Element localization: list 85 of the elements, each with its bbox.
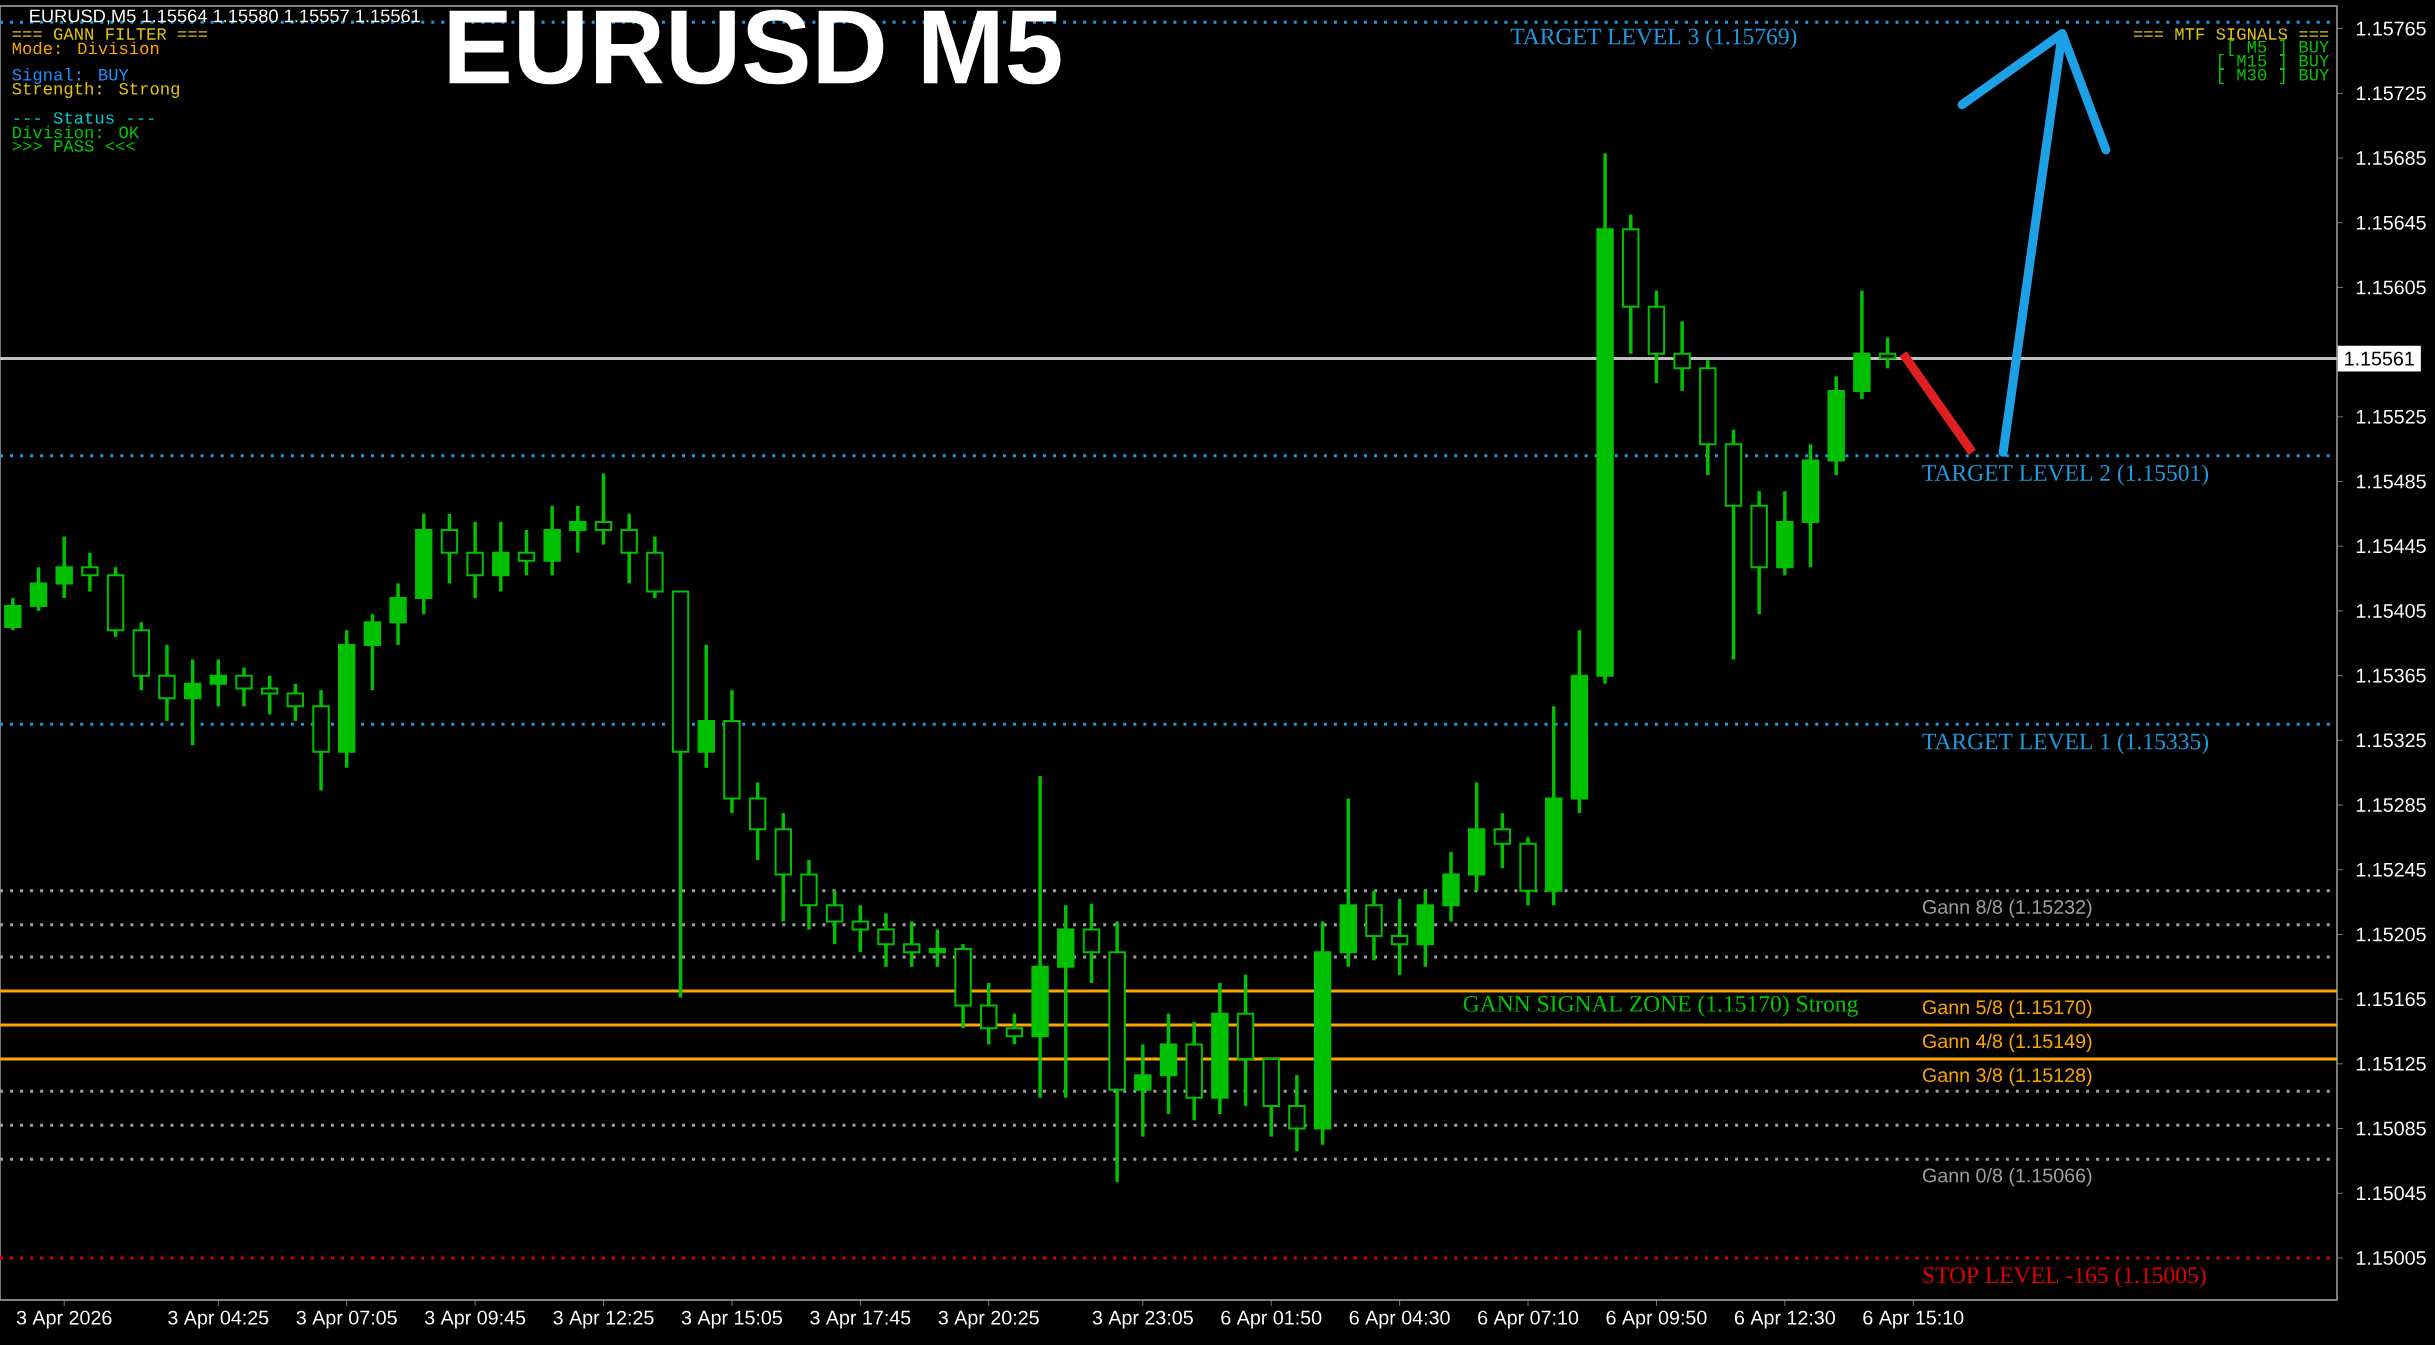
candlestick <box>4 597 22 631</box>
y-tick-label: 1.15685 <box>2356 151 2426 165</box>
annotation: EURUSD,M5 1.15564 1.15580 1.15557 1.15561 <box>30 9 420 25</box>
x-tick-label: 3 Apr 2026 <box>16 1310 112 1329</box>
y-tick-label: 1.15525 <box>2356 409 2426 424</box>
y-tick-label: 1.15245 <box>2356 862 2426 877</box>
chart-title: EURUSD M5 <box>449 9 1061 85</box>
x-tick-label: 3 Apr 07:05 <box>296 1310 397 1329</box>
annotation: >>> PASS <<< <box>12 140 135 152</box>
ref-line-label: Gann 4/8 (1.15149) <box>1922 1033 2092 1053</box>
x-tick-label: 6 Apr 07:10 <box>1478 1310 1579 1329</box>
candlestick <box>29 567 48 611</box>
candlestick <box>902 921 921 967</box>
annotation: Division: OK <box>13 125 140 139</box>
y-tick-label: 1.15365 <box>2356 668 2426 683</box>
x-tick-label: 3 Apr 15:05 <box>681 1310 782 1329</box>
x-tick-label: 6 Apr 01:50 <box>1221 1310 1322 1329</box>
ref-line-label: Gann 8/8 (1.15232) <box>1922 899 2092 918</box>
x-tick-label: 6 Apr 04:30 <box>1349 1310 1450 1329</box>
candlestick <box>1390 898 1409 975</box>
candlestick <box>517 530 536 576</box>
candlestick <box>440 512 459 584</box>
ref-line-label: TARGET LEVEL 3 (1.15769) <box>1510 27 1797 50</box>
ref-line-label: Gann 3/8 (1.15128) <box>1922 1067 2092 1087</box>
candlestick <box>81 552 99 592</box>
candlestick <box>928 929 947 967</box>
y-tick-label: 1.15605 <box>2356 280 2426 295</box>
ref-line-label: Gann 5/8 (1.15170) <box>1922 999 2092 1019</box>
candlestick <box>1288 1075 1306 1152</box>
ref-line-label: 1.15561 <box>2345 351 2414 366</box>
candlestick <box>1673 321 1691 391</box>
y-tick-label: 1.15325 <box>2356 733 2426 748</box>
candlestick <box>286 683 305 721</box>
annotation: --- Status --- <box>14 112 154 124</box>
candlestick <box>1082 903 1101 983</box>
x-tick-label: 3 Apr 23:05 <box>1092 1310 1193 1329</box>
candlestick <box>825 890 844 945</box>
x-tick-label: 6 Apr 15:10 <box>1863 1310 1964 1329</box>
y-tick-label: 1.15085 <box>2356 1121 2426 1136</box>
y-tick-label: 1.15005 <box>2356 1250 2426 1265</box>
x-tick-label: 3 Apr 12:25 <box>553 1310 654 1329</box>
annotation: Strength: Strong <box>12 81 180 99</box>
candlestick <box>569 505 587 553</box>
x-tick-label: 6 Apr 12:30 <box>1734 1310 1835 1329</box>
y-tick-label: 1.15645 <box>2356 215 2426 230</box>
x-tick-label: 3 Apr 20:25 <box>938 1310 1039 1329</box>
candlestick <box>877 913 895 967</box>
x-tick-label: 3 Apr 17:45 <box>810 1310 911 1329</box>
annotation: === MTF SIGNALS === <box>2133 28 2329 40</box>
annotation: Mode: Division <box>12 41 159 55</box>
candlestick <box>363 614 382 691</box>
y-tick-label: 1.15285 <box>2356 798 2426 812</box>
y-tick-label: 1.15125 <box>2356 1056 2426 1071</box>
ref-line-label: Gann 0/8 (1.15066) <box>1922 1167 2092 1187</box>
ref-line-label: STOP LEVEL -165 (1.15005) <box>1923 1266 2206 1288</box>
candlestick <box>235 667 253 707</box>
y-tick-label: 1.15765 <box>2356 21 2426 36</box>
ref-line-label: TARGET LEVEL 1 (1.15335) <box>1922 732 2209 755</box>
x-tick-label: 3 Apr 09:45 <box>425 1310 526 1329</box>
candlestick <box>1878 337 1897 369</box>
ref-line-label: TARGET LEVEL 2 (1.15501) <box>1922 464 2209 486</box>
candlestick <box>183 659 202 746</box>
candlestick <box>1493 813 1512 870</box>
annotation: GANN SIGNAL ZONE (1.15170) Strong <box>1463 995 1858 1017</box>
candlestick <box>209 659 227 707</box>
candlestick <box>980 981 998 1045</box>
annotation: === GANN FILTER === <box>12 28 208 40</box>
y-tick-label: 1.15485 <box>2356 474 2426 489</box>
candlestick <box>492 520 510 592</box>
x-tick-label: 3 Apr 04:25 <box>168 1310 269 1329</box>
candlestick <box>158 643 176 721</box>
candlestick <box>1134 1044 1152 1137</box>
candlestick <box>620 512 638 584</box>
y-tick-label: 1.15205 <box>2356 927 2426 942</box>
candlestick <box>594 473 613 545</box>
candlestick <box>55 536 73 598</box>
y-tick-label: 1.15445 <box>2356 539 2426 554</box>
candlestick <box>851 905 870 953</box>
candlestick <box>1005 1013 1024 1045</box>
y-tick-label: 1.15045 <box>2356 1186 2426 1201</box>
y-tick-label: 1.15165 <box>2356 992 2426 1007</box>
x-tick-label: 6 Apr 09:50 <box>1606 1310 1707 1329</box>
y-tick-label: 1.15405 <box>2356 603 2426 618</box>
candlestick <box>466 520 484 598</box>
y-tick-label: 1.15725 <box>2356 86 2426 101</box>
